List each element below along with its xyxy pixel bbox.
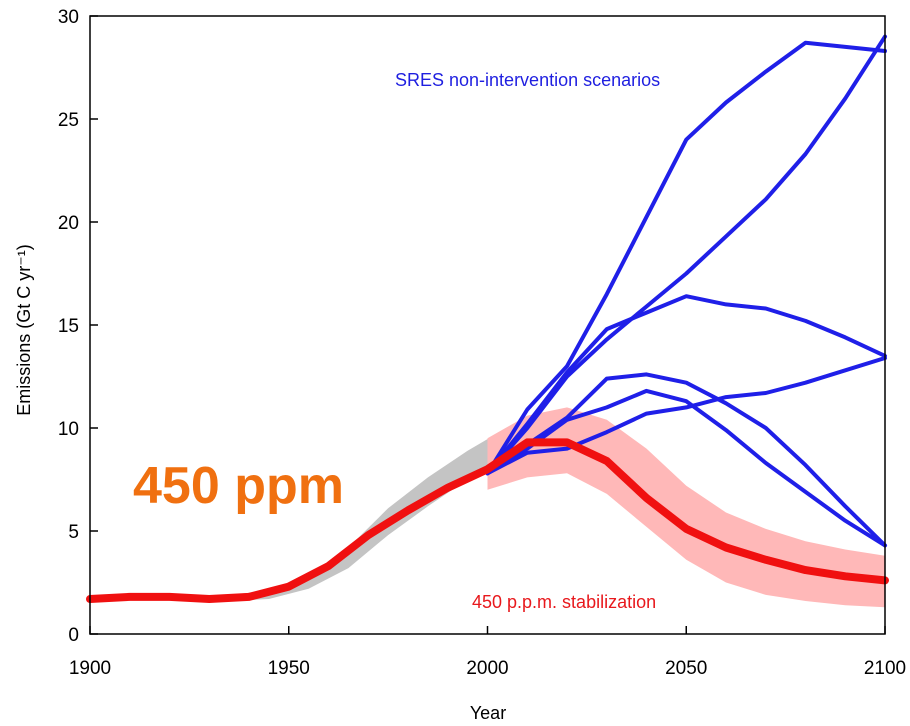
y-tick-label: 30 xyxy=(58,7,79,28)
y-axis-title: Emissions (Gt C yr⁻¹) xyxy=(14,244,34,416)
sres-scenario-lines xyxy=(485,34,887,548)
y-tick-label: 5 xyxy=(68,522,79,543)
stabilization-annotation: 450 p.p.m. stabilization xyxy=(472,592,656,612)
x-tick-label: 2100 xyxy=(864,658,906,679)
sres-annotation: SRES non-intervention scenarios xyxy=(395,70,660,90)
sres-scenario-line-5 xyxy=(485,388,887,548)
axis-ticks: 1900 1950 2000 2050 2100 0 5 10 15 20 25 30 xyxy=(58,7,906,679)
sres-scenario-line-2 xyxy=(485,34,887,476)
y-tick-label: 10 xyxy=(58,419,79,440)
sres-scenario-line-6 xyxy=(485,356,887,476)
y-tick-label: 25 xyxy=(58,110,79,131)
x-tick-label: 1900 xyxy=(69,658,111,679)
stabilization-range-band xyxy=(487,407,885,608)
historical-range-band xyxy=(229,432,500,601)
sres-scenario-line-1 xyxy=(485,40,887,476)
x-tick-label: 2050 xyxy=(665,658,707,679)
stabilization-pathway xyxy=(86,438,889,603)
sres-scenario-line-3 xyxy=(485,294,887,476)
y-tick-label: 20 xyxy=(58,213,79,234)
uncertainty-bands xyxy=(229,407,885,608)
x-axis-title: Year xyxy=(470,703,506,723)
x-tick-label: 1950 xyxy=(268,658,310,679)
sres-scenario-line-4 xyxy=(485,372,887,548)
y-tick-label: 0 xyxy=(68,625,79,646)
x-tick-label: 2000 xyxy=(466,658,508,679)
y-tick-label: 15 xyxy=(58,316,79,337)
ppm-callout: 450 ppm xyxy=(133,457,344,515)
stabilization-line xyxy=(86,438,889,603)
